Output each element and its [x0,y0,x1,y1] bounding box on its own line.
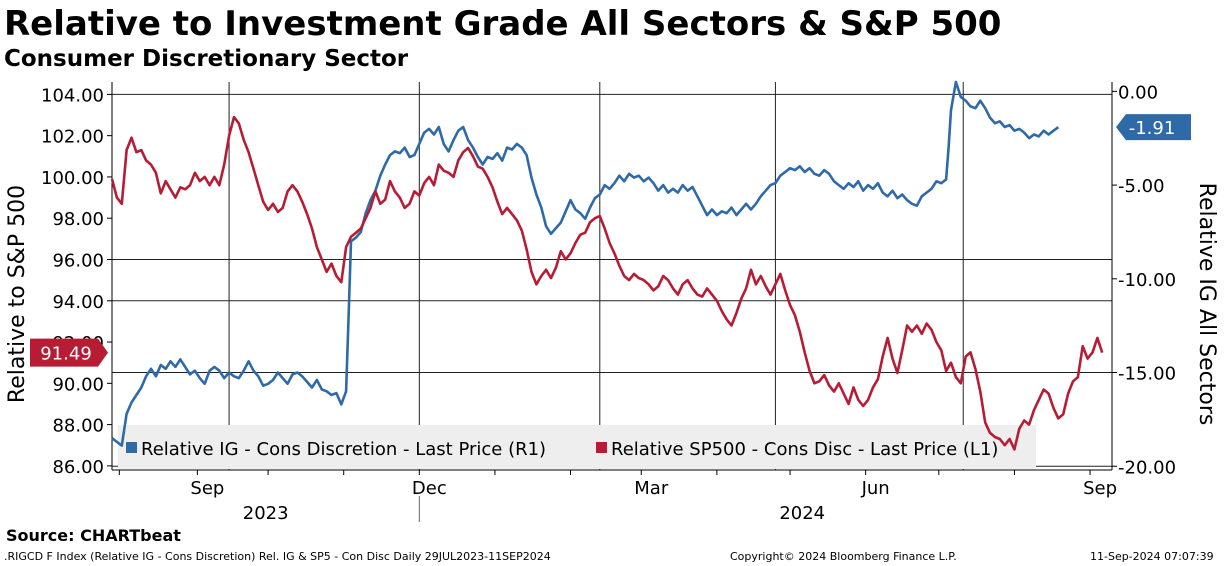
legend-swatch [126,442,137,453]
right-tick-label: -5.00 [1118,176,1165,197]
last-value-sp500: 91.49 [40,344,92,365]
timestamp: 11-Sep-2024 07:07:39 [1090,550,1214,563]
source-label: Source: CHARTbeat [6,526,181,545]
right-tick-label: -20.00 [1118,457,1176,478]
legend-label: Relative SP500 - Cons Disc - Last Price … [611,439,998,460]
x-year-label: 2023 [243,503,289,524]
legend-swatch [596,442,607,453]
left-axis-title: Relative to S&P 500 [5,185,30,403]
x-month-label: Dec [412,478,447,499]
left-tick-label: 100.00 [41,168,104,189]
left-tick-label: 98.00 [52,209,104,230]
left-tick-label: 90.00 [52,374,104,395]
x-year-label: 2024 [779,503,825,524]
last-value-tag-ig [1116,114,1191,141]
legend-label: Relative IG - Cons Discretion - Last Pri… [141,439,546,460]
last-value-ig: -1.91 [1129,118,1176,139]
left-tick-label: 94.00 [52,292,104,313]
chart-subtitle: Consumer Discretionary Sector [4,46,409,72]
right-axis-title: Relative IG All Sectors [1194,183,1219,426]
series-line-relative-sp500 [110,115,1104,451]
right-tick-label: -10.00 [1118,270,1176,291]
x-month-label: Sep [190,478,224,499]
left-tick-label: 96.00 [52,250,104,271]
left-tick-label: 88.00 [52,416,104,437]
right-tick-label: -15.00 [1118,364,1176,385]
chart-title: Relative to Investment Grade All Sectors… [4,4,1002,44]
left-tick-label: 86.00 [52,457,104,478]
last-value-tag-sp500 [30,338,108,367]
left-tick-label: 104.00 [41,85,104,106]
x-month-label: Jun [861,478,890,499]
x-month-label: Mar [634,478,669,499]
right-tick-label: 0.00 [1118,82,1158,103]
index-description: .RIGCD F Index (Relative IG - Cons Discr… [4,550,551,563]
x-month-label: Sep [1083,478,1117,499]
legend-box [118,425,1036,469]
left-tick-label: 102.00 [41,127,104,148]
series-line-relative-ig [111,80,1060,447]
copyright: Copyright© 2024 Bloomberg Finance L.P. [730,550,957,563]
